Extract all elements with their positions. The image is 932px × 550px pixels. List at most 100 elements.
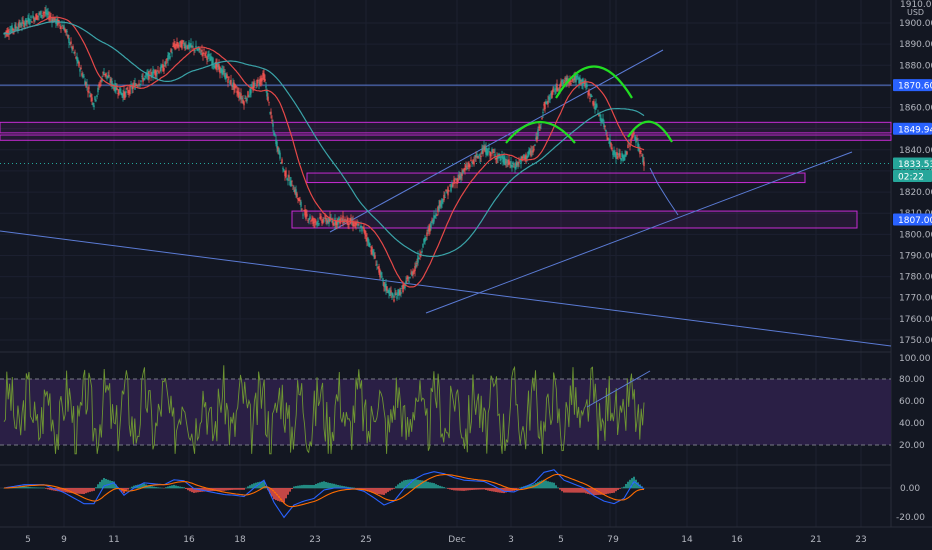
candle-body (47, 11, 49, 16)
rising-channel-upper[interactable] (329, 49, 664, 233)
candle-body (392, 294, 394, 297)
rising-channel-lower[interactable] (425, 151, 853, 314)
macd-histogram-bar (551, 482, 553, 489)
candle-body (410, 272, 412, 274)
macd-histogram-bar (273, 488, 275, 500)
candle-body (11, 25, 13, 33)
descending-trendline[interactable] (0, 230, 892, 347)
macd-histogram-bar (293, 486, 295, 489)
candle-body (228, 76, 230, 78)
candle-body (432, 219, 434, 225)
candle-body (621, 153, 623, 158)
candle-body (127, 90, 129, 94)
right-shoulder-arc[interactable] (627, 120, 673, 143)
candle-body (419, 254, 421, 257)
macd-histogram-bar (241, 488, 243, 490)
oscillator-panel[interactable] (0, 365, 891, 455)
candle-body (457, 178, 459, 182)
candle-body (40, 10, 42, 18)
candle-body (166, 58, 168, 60)
candle-body (412, 271, 414, 276)
candle-body (506, 159, 508, 164)
candle-body (51, 19, 53, 23)
macd-histogram-bar (571, 488, 573, 493)
macd-histogram-bar (329, 483, 331, 489)
macd-histogram-bar (127, 488, 129, 490)
price-tag-label: 1849.94 (898, 125, 932, 135)
macd-histogram-bar (235, 488, 237, 490)
macd-histogram-bar (51, 488, 53, 491)
candle-body (188, 42, 190, 49)
price-tag-label: 02:22 (898, 173, 924, 183)
candle-body (291, 180, 293, 182)
candle-body (303, 210, 305, 211)
macd-histogram-bar (631, 478, 633, 489)
head-and-shoulders-pattern[interactable] (505, 65, 673, 144)
candle-body (315, 221, 317, 223)
time-tick-label: 11 (108, 535, 119, 545)
macd-histogram-bar (331, 483, 333, 489)
candle-body (414, 266, 416, 272)
candle-body (520, 157, 522, 164)
oscillator-trendline[interactable] (586, 370, 651, 408)
candle-body (563, 82, 565, 83)
horizontal-levels[interactable] (0, 84, 891, 164)
macd-histogram-bar (539, 481, 541, 489)
macd-panel[interactable] (0, 469, 891, 519)
projection-line[interactable] (649, 167, 679, 216)
macd-histogram-bar (561, 488, 563, 492)
candle-body (143, 78, 145, 81)
candle-body (195, 45, 197, 50)
macd-histogram-bar (465, 488, 467, 491)
macd-histogram-bar (473, 488, 475, 490)
macd-histogram-bar (359, 488, 361, 490)
candle-body (439, 200, 441, 207)
oscillator-tick-label: 80.00 (899, 375, 925, 385)
candle-body (194, 50, 196, 52)
candle-body (618, 153, 620, 156)
candle-body (283, 169, 285, 171)
macd-histogram-bar (607, 488, 609, 494)
candle-body (422, 243, 424, 248)
macd-histogram-bar (343, 486, 345, 489)
macd-histogram-bar (365, 488, 367, 491)
price-tag-box (893, 122, 932, 135)
macd-histogram-bar (389, 488, 391, 491)
candle-body (624, 154, 626, 157)
candle-body (265, 86, 267, 88)
candle-body (565, 77, 567, 85)
head-arc[interactable] (555, 65, 633, 99)
price-zone[interactable] (306, 172, 806, 184)
axis-header-value: 1910.00 (900, 0, 932, 10)
time-axis[interactable]: 5 9 11 16 18 23 25 Dec 3 5 7 9 14 16 21 23 (25, 535, 867, 545)
macd-axis[interactable]: 0.00 -20.00 (896, 484, 925, 523)
candle-body (382, 278, 384, 282)
candle-body (437, 206, 439, 213)
macd-histogram-bar (261, 481, 263, 489)
macd-histogram-bar (41, 487, 43, 489)
time-tick-label: Dec (448, 535, 465, 545)
price-zone[interactable] (0, 134, 892, 141)
candle-body (153, 72, 155, 74)
oscillator-axis[interactable]: 100.00 80.00 60.00 40.00 20.00 (899, 354, 931, 451)
macd-histogram-bar (469, 488, 471, 491)
candle-body (115, 84, 117, 91)
macd-histogram-bar (83, 488, 85, 495)
candle-body (234, 83, 236, 89)
macd-histogram-bar (615, 488, 617, 492)
candle-body (575, 75, 577, 83)
candle-body (464, 168, 466, 170)
candle-body (533, 148, 535, 150)
macd-histogram-bar (377, 488, 379, 494)
candle-body (181, 42, 183, 49)
candle-body (488, 148, 490, 150)
candle-body (442, 199, 444, 201)
trend-lines[interactable] (0, 49, 892, 347)
candle-body (36, 15, 38, 20)
price-zone[interactable] (0, 121, 892, 134)
price-tick-label: 1750.00 (899, 336, 932, 346)
left-shoulder-arc[interactable] (505, 120, 576, 144)
support-resistance-zones[interactable] (0, 121, 892, 229)
macd-histogram-bar (429, 482, 431, 489)
